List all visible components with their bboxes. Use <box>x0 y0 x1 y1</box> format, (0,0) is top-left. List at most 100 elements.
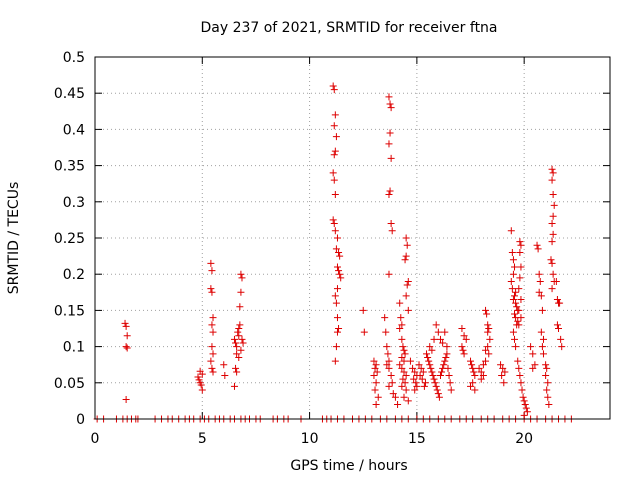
data-point <box>511 335 519 343</box>
data-point <box>508 248 516 256</box>
data-point <box>447 386 455 394</box>
data-point <box>207 357 215 365</box>
data-point <box>208 288 216 296</box>
chart-title: Day 237 of 2021, SRMTID for receiver ftn… <box>200 20 497 36</box>
data-point <box>336 270 344 278</box>
data-point <box>400 346 408 354</box>
data-point <box>329 82 337 90</box>
data-point <box>542 372 550 380</box>
data-point <box>237 288 245 296</box>
data-point <box>426 361 434 369</box>
data-point <box>371 364 379 372</box>
data-point <box>512 299 520 307</box>
data-point <box>330 176 338 184</box>
data-point <box>482 306 490 314</box>
data-point <box>207 285 215 293</box>
data-point <box>400 368 408 376</box>
data-point <box>403 241 411 249</box>
data-point <box>512 288 520 296</box>
data-point <box>426 343 434 351</box>
data-point <box>499 364 507 372</box>
data-point <box>397 314 405 322</box>
data-point <box>386 187 394 195</box>
data-point <box>433 386 441 394</box>
data-point <box>471 386 479 394</box>
data-point <box>195 376 203 384</box>
data-point <box>371 386 379 394</box>
data-point <box>122 322 130 330</box>
grid-lines <box>95 57 610 419</box>
data-point <box>424 353 432 361</box>
data-point <box>337 274 345 282</box>
data-point <box>400 393 408 401</box>
data-point <box>486 335 494 343</box>
data-point <box>513 303 521 311</box>
y-tick-label: 0.4 <box>63 122 85 138</box>
data-point <box>543 364 551 372</box>
data-point <box>388 227 396 235</box>
data-point <box>529 364 537 372</box>
data-point <box>514 357 522 365</box>
data-point <box>553 296 561 304</box>
data-point <box>209 328 217 336</box>
data-point <box>441 328 449 336</box>
data-point <box>221 372 229 380</box>
data-point <box>507 227 515 235</box>
data-point <box>394 401 402 409</box>
data-point <box>336 252 344 260</box>
data-point <box>359 306 367 314</box>
data-point <box>545 401 553 409</box>
data-point <box>387 372 395 380</box>
data-point <box>382 328 390 336</box>
data-point <box>521 401 529 409</box>
data-point <box>404 397 412 405</box>
data-point <box>333 314 341 322</box>
data-point <box>483 310 491 318</box>
data-point <box>235 353 243 361</box>
data-point <box>391 393 399 401</box>
data-point <box>236 321 244 329</box>
data-point <box>386 100 394 108</box>
data-point <box>458 343 466 351</box>
data-points <box>93 82 575 423</box>
data-point <box>431 379 439 387</box>
data-point <box>430 335 438 343</box>
data-point <box>331 292 339 300</box>
data-point <box>432 382 440 390</box>
data-point <box>332 245 340 253</box>
data-point <box>518 386 526 394</box>
data-point <box>462 335 470 343</box>
data-point <box>370 357 378 365</box>
data-point <box>335 248 343 256</box>
data-point <box>498 372 506 380</box>
data-point <box>468 361 476 369</box>
data-point <box>209 368 217 376</box>
data-point <box>335 267 343 275</box>
data-point <box>429 372 437 380</box>
data-point <box>479 361 487 369</box>
data-point <box>373 368 381 376</box>
data-point <box>384 350 392 358</box>
data-point <box>537 328 545 336</box>
y-axis-label: SRMTID / TECUs <box>6 182 22 295</box>
y-tick-label: 0.15 <box>54 303 85 319</box>
data-point <box>509 256 517 264</box>
data-point <box>237 346 245 354</box>
data-point <box>402 252 410 260</box>
data-point <box>555 325 562 332</box>
data-point <box>404 277 412 285</box>
data-point <box>381 314 389 322</box>
data-point <box>333 234 341 242</box>
data-point <box>398 321 406 329</box>
data-point <box>469 364 477 372</box>
data-point <box>548 285 556 293</box>
data-point <box>209 350 217 358</box>
data-point <box>372 379 380 387</box>
data-point <box>460 332 468 340</box>
data-point <box>331 357 339 365</box>
data-point <box>507 277 515 285</box>
data-point <box>539 350 547 358</box>
data-point <box>331 147 339 155</box>
data-point <box>335 325 343 332</box>
data-point <box>197 381 205 389</box>
